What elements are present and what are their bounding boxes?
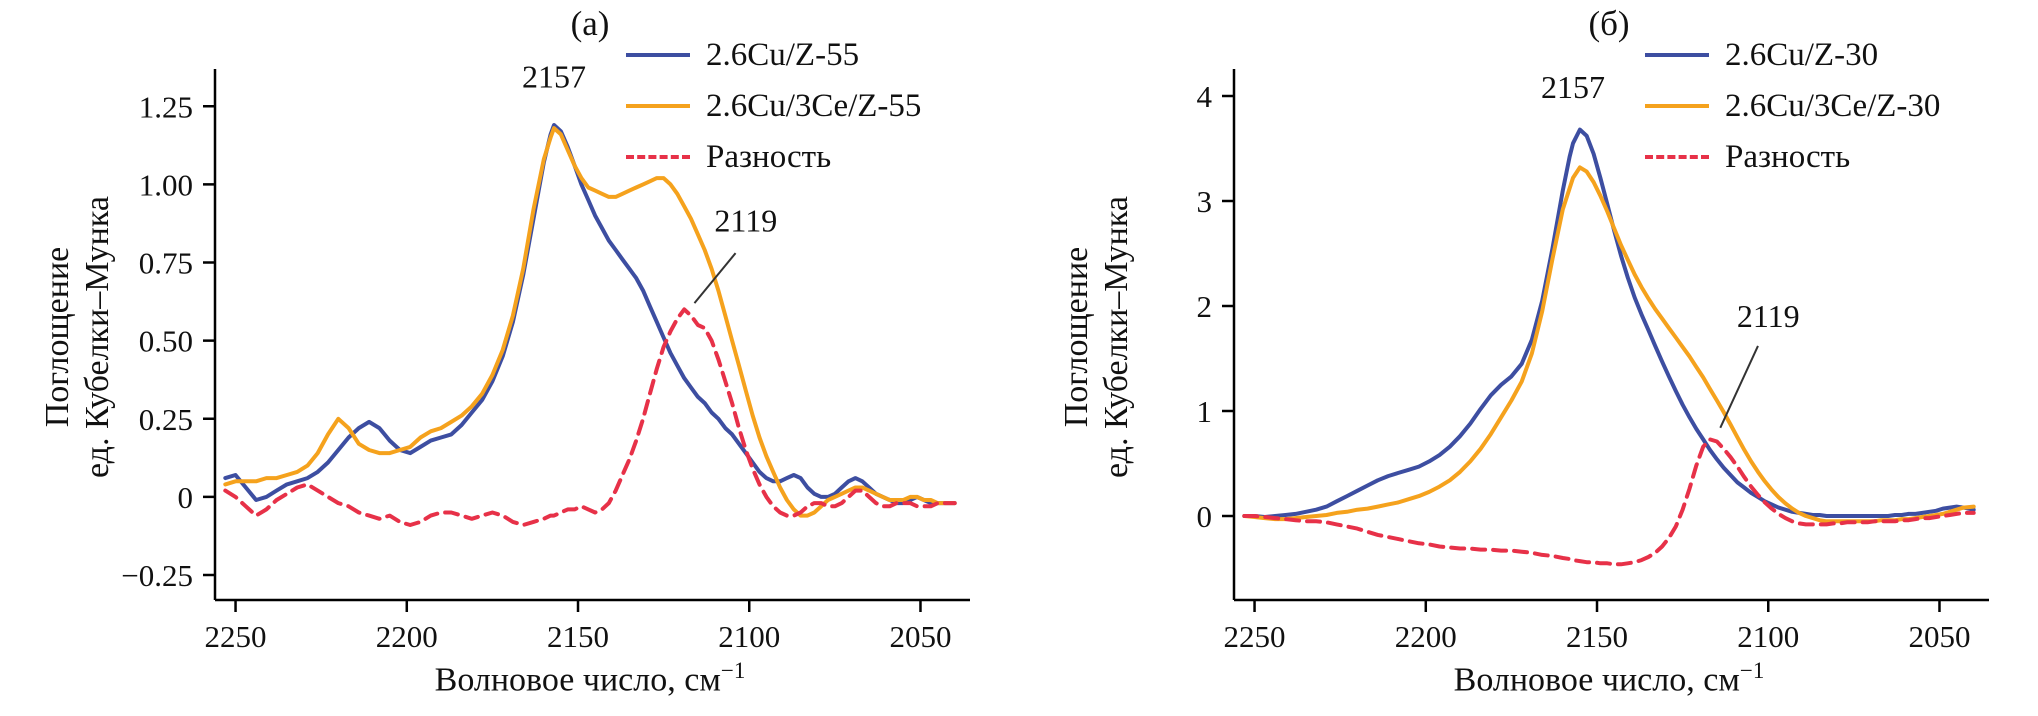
- legend-item: 2.6Cu/Z-55: [626, 34, 921, 76]
- peak-annotation: 2119: [714, 202, 777, 238]
- legend-line-sample-blue: [626, 53, 690, 57]
- series-line-2.6Cu/Z-55: [223, 123, 957, 506]
- y-tick-label: 0.75: [139, 246, 193, 281]
- panel-a: (а) Поглощение ед. Кубелки–Мунка 2250 220…: [39, 4, 970, 699]
- x-axis-label-text: Волновое число, см: [434, 661, 721, 699]
- x-tick-label: 2050: [1908, 619, 1970, 654]
- legend-item: Разность: [1645, 136, 1940, 178]
- x-tick-label: 2150: [1566, 619, 1628, 654]
- series-line-Разность: [1242, 437, 1976, 567]
- legend-label: Разность: [706, 138, 832, 175]
- legend-label: Разность: [1725, 138, 1851, 175]
- series-line-2.6Cu/3Ce/Z-55: [223, 126, 957, 518]
- peak-annotation: 2157: [1541, 69, 1605, 105]
- y-tick-label: 1.00: [139, 167, 193, 202]
- legend-line-sample-orange: [1645, 104, 1709, 108]
- annotation-leader-line: [1719, 345, 1759, 429]
- x-tick-label: 2250: [1224, 619, 1286, 654]
- y-tick-label: 0: [178, 480, 194, 515]
- series-line-2.6Cu/Z-30: [1242, 127, 1976, 519]
- legend-label: 2.6Cu/3Ce/Z-30: [1725, 87, 1941, 124]
- y-tick-label: 1: [1197, 394, 1213, 429]
- peak-annotation: 2157: [522, 59, 586, 95]
- x-axis-label-superscript: −1: [720, 658, 746, 683]
- plot-area-b: 2250 2200 2150 2100 2050 0 1 2 3 4 2157 2119: [1197, 69, 1989, 654]
- y-tick-label: −0.25: [121, 558, 193, 593]
- x-tick-label: 2100: [1737, 619, 1799, 654]
- x-axis-label: Волновое число, см−1: [215, 658, 965, 699]
- panel-b-title: (б): [1588, 4, 1630, 43]
- legend-line-sample-dashed-red: [626, 155, 690, 159]
- series-line-2.6Cu/3Ce/Z-30: [1242, 165, 1976, 524]
- legend: 2.6Cu/Z-30 2.6Cu/3Ce/Z-30 Разность: [1645, 34, 1940, 178]
- panel-b: (б) Поглощение ед. Кубелки–Мунка 2250 220…: [1019, 0, 2038, 716]
- legend: 2.6Cu/Z-55 2.6Cu/3Ce/Z-55 Разность: [626, 34, 921, 178]
- legend-item: 2.6Cu/Z-30: [1645, 34, 1940, 76]
- legend-item: Разность: [626, 136, 921, 178]
- x-tick-label: 2250: [205, 619, 267, 654]
- legend-line-sample-orange: [626, 104, 690, 108]
- x-axis-label: Волновое число, см−1: [1234, 658, 1984, 699]
- legend-label: 2.6Cu/Z-55: [706, 36, 860, 73]
- legend-item: 2.6Cu/3Ce/Z-30: [1645, 85, 1940, 127]
- legend-line-sample-blue: [1645, 53, 1709, 57]
- series-line-Разность: [223, 307, 957, 527]
- panel-a-title: (а): [570, 4, 610, 43]
- y-tick-label: 0.25: [139, 402, 193, 437]
- y-tick-label: 3: [1197, 184, 1213, 219]
- x-tick-label: 2050: [889, 619, 951, 654]
- x-tick-label: 2100: [718, 619, 780, 654]
- y-tick-label: 0: [1197, 499, 1213, 534]
- peak-annotation: 2119: [1737, 298, 1800, 334]
- x-tick-label: 2200: [1395, 619, 1457, 654]
- plot-area-a: 2250 2200 2150 2100 2050 −0.25 0 0.25 0.50 0.75 1.…: [121, 59, 970, 654]
- legend-label: 2.6Cu/3Ce/Z-55: [706, 87, 922, 124]
- y-tick-label: 0.50: [139, 324, 193, 359]
- legend-line-sample-dashed-red: [1645, 155, 1709, 159]
- annotation-leader-line: [693, 252, 737, 304]
- x-tick-label: 2150: [547, 619, 609, 654]
- legend-label: 2.6Cu/Z-30: [1725, 36, 1879, 73]
- y-tick-label: 4: [1197, 79, 1213, 114]
- legend-item: 2.6Cu/3Ce/Z-55: [626, 85, 921, 127]
- x-axis-label-superscript: −1: [1739, 658, 1765, 683]
- x-axis-label-text: Волновое число, см: [1453, 661, 1740, 699]
- y-tick-label: 1.25: [139, 89, 193, 124]
- x-tick-label: 2200: [376, 619, 438, 654]
- y-tick-label: 2: [1197, 289, 1213, 324]
